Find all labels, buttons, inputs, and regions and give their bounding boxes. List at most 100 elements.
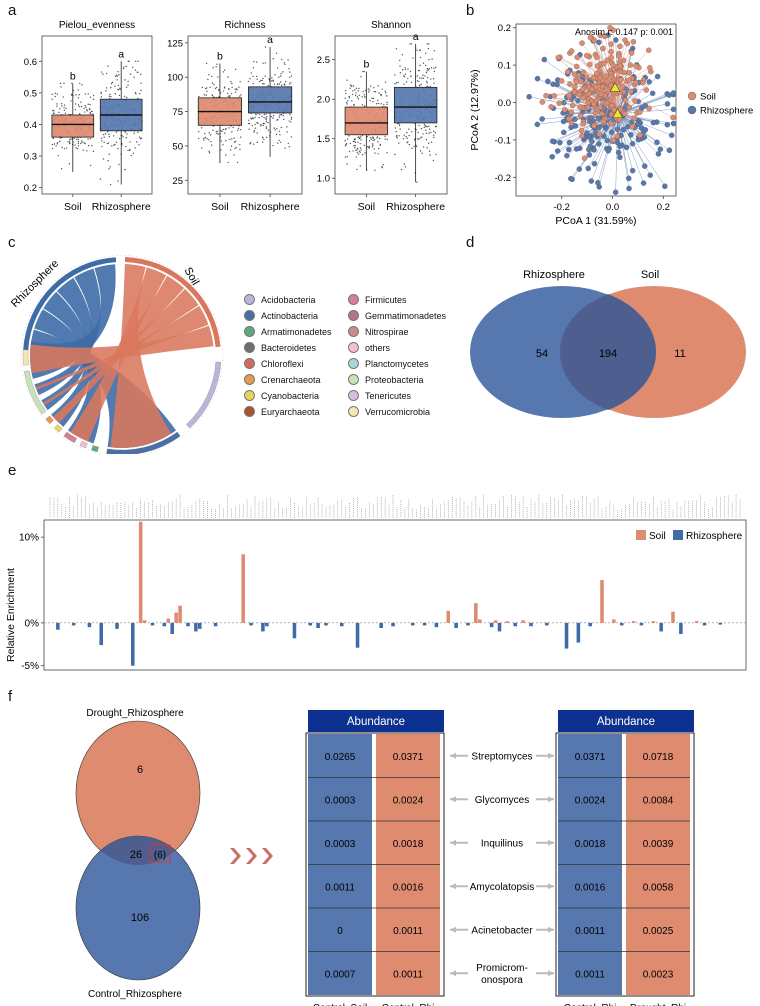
- data-point: [349, 142, 352, 145]
- data-point: [205, 87, 207, 90]
- abundance-cell: 0.0003: [325, 839, 356, 850]
- data-point: [86, 109, 88, 111]
- data-point: [377, 85, 379, 87]
- data-point: [401, 69, 404, 71]
- data-point: [81, 84, 83, 86]
- data-point: [435, 125, 438, 128]
- y-tick-label: 25: [172, 176, 183, 187]
- data-point: [123, 95, 126, 98]
- data-point: [428, 128, 431, 130]
- data-point: [237, 127, 240, 130]
- arrow-left-icon: [450, 970, 456, 977]
- data-point: [265, 126, 268, 128]
- x-tick-label: Rhizosphere: [241, 201, 300, 213]
- data-point: [433, 67, 435, 69]
- data-point: [138, 136, 141, 138]
- data-point: [114, 93, 116, 95]
- enrichment-bar: [166, 618, 171, 623]
- sample-point: [616, 117, 623, 123]
- data-point: [265, 117, 267, 119]
- data-point: [258, 116, 260, 119]
- data-point: [76, 147, 79, 150]
- data-point: [282, 71, 284, 73]
- data-point: [126, 133, 128, 135]
- data-point: [80, 105, 83, 108]
- data-point: [268, 78, 270, 80]
- data-point: [363, 94, 366, 96]
- data-point: [108, 95, 111, 97]
- data-point: [369, 99, 371, 102]
- data-point: [408, 128, 410, 130]
- sample-point: [626, 77, 632, 83]
- data-point: [259, 113, 261, 116]
- sample-point: [577, 112, 584, 119]
- panel-label-d: d: [466, 234, 475, 251]
- data-point: [275, 52, 278, 54]
- data-point: [426, 70, 428, 72]
- chevron-right-icon: [246, 848, 257, 864]
- sample-point: [622, 111, 628, 117]
- data-point: [345, 101, 348, 104]
- data-point: [54, 95, 56, 98]
- data-point: [405, 81, 408, 83]
- sample-point: [597, 74, 603, 81]
- significance-letter: b: [70, 70, 76, 82]
- enrichment-bar: [355, 622, 360, 648]
- sample-point: [609, 102, 615, 109]
- data-point: [234, 147, 236, 150]
- data-point: [84, 93, 87, 95]
- data-point: [395, 48, 398, 50]
- data-point: [261, 115, 263, 118]
- data-point: [239, 128, 242, 131]
- data-point: [428, 43, 430, 45]
- abundance-cell: 0.0011: [393, 926, 423, 937]
- data-point: [263, 117, 265, 119]
- data-point: [416, 49, 418, 52]
- data-point: [419, 137, 421, 139]
- y-tick-label: 75: [172, 107, 183, 118]
- data-point: [394, 82, 396, 85]
- data-point: [418, 124, 420, 127]
- sample-point: [633, 63, 639, 69]
- data-point: [409, 43, 411, 45]
- enrichment-bar: [671, 611, 675, 623]
- data-point: [73, 137, 76, 139]
- data-point: [280, 84, 283, 86]
- data-point: [78, 94, 80, 96]
- sector-phylum: [54, 424, 63, 433]
- data-point: [280, 72, 282, 75]
- data-point: [430, 67, 433, 69]
- data-point: [354, 89, 356, 91]
- sample-point: [557, 139, 563, 146]
- data-point: [52, 137, 54, 140]
- right-table-col1-label: Control_Rhi: [564, 1003, 617, 1006]
- data-point: [419, 77, 421, 79]
- data-point: [116, 79, 118, 81]
- data-point: [84, 111, 86, 113]
- data-point: [272, 114, 275, 117]
- data-point: [101, 145, 103, 148]
- chord-ribbon-rhizosphere: [41, 277, 93, 411]
- data-point: [398, 124, 401, 127]
- left-table-header: [308, 710, 444, 732]
- data-point: [423, 126, 425, 129]
- data-point: [428, 142, 430, 144]
- data-point: [348, 135, 350, 137]
- data-point: [417, 131, 419, 134]
- data-point: [137, 60, 139, 62]
- legend-label: Acidobacteria: [261, 294, 316, 305]
- data-point: [222, 128, 224, 131]
- abundance-cell: 0.0016: [393, 882, 424, 893]
- data-point: [231, 138, 233, 140]
- sample-point: [647, 172, 654, 178]
- data-point: [128, 149, 131, 152]
- data-point: [417, 69, 420, 72]
- sample-point: [566, 116, 572, 122]
- data-point: [216, 132, 218, 135]
- sample-point: [586, 146, 592, 153]
- sample-point: [597, 104, 604, 111]
- data-point: [420, 83, 422, 85]
- data-point: [205, 87, 208, 89]
- data-point: [56, 142, 59, 144]
- data-point: [61, 103, 63, 105]
